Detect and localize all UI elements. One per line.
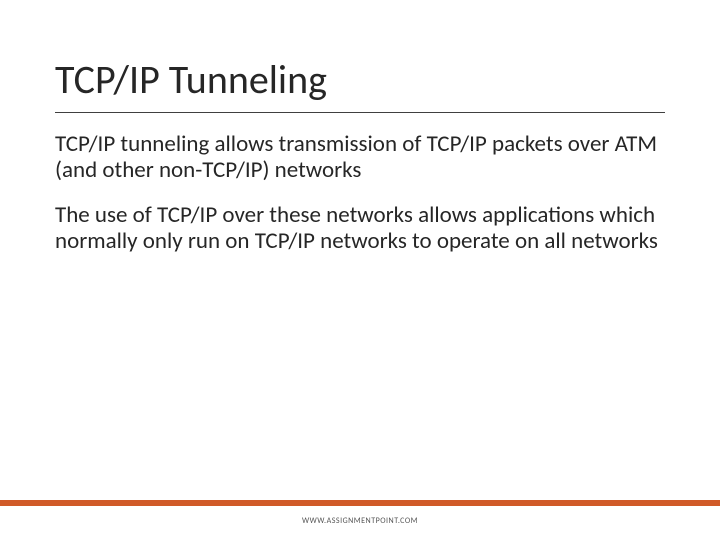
slide-title: TCP/IP Tunneling [55, 55, 665, 113]
paragraph-1: TCP/IP tunneling allows transmission of … [55, 131, 665, 184]
slide-container: TCP/IP Tunneling TCP/IP tunneling allows… [0, 0, 720, 540]
footer-text: WWW.ASSIGNMENTPOINT.COM [0, 516, 720, 526]
paragraph-2: The use of TCP/IP over these networks al… [55, 202, 665, 255]
